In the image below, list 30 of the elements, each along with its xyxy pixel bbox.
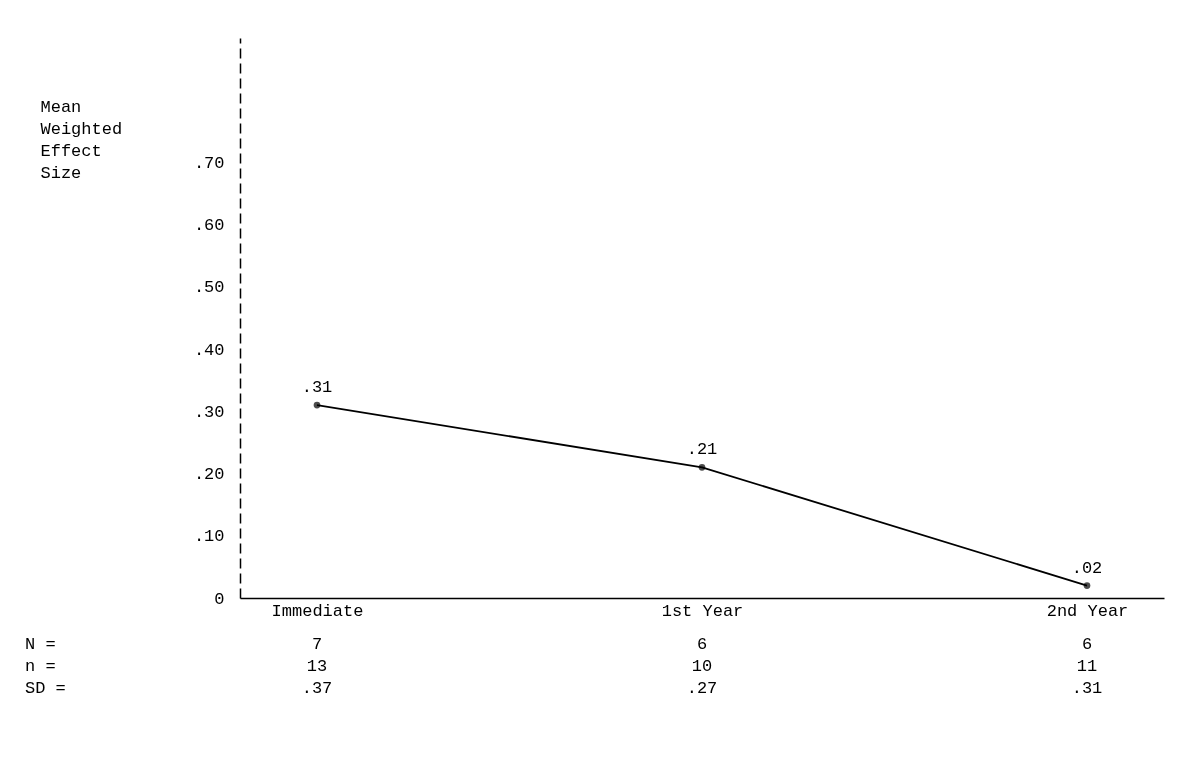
y-tick-label: .10 — [193, 527, 225, 547]
text: 13 — [306, 657, 328, 676]
text: .27 — [686, 679, 718, 698]
data-label: .31 — [301, 378, 333, 398]
y-tick-label: .30 — [193, 402, 225, 422]
data-label: .21 — [686, 440, 718, 460]
text: N = — [25, 635, 56, 654]
text: n = — [25, 657, 56, 676]
y-tick-label: .60 — [193, 216, 225, 236]
x-tick-label: 2nd Year — [1046, 601, 1129, 621]
point — [1083, 582, 1091, 589]
data-label: .02 — [1071, 558, 1103, 578]
point — [313, 401, 321, 409]
y-axis-title: Mean Weighted Effect Size — [40, 97, 123, 183]
text: 10 — [691, 657, 713, 676]
y-tick-label: .50 — [193, 278, 225, 298]
y-tick-label: .20 — [193, 465, 225, 485]
text: 7 — [311, 635, 323, 654]
text: 6 — [1081, 635, 1093, 654]
y-tick-label: .70 — [193, 153, 225, 173]
point — [698, 463, 706, 471]
x-tick-label: 1st Year — [661, 601, 744, 621]
text: .31 — [1071, 679, 1103, 698]
text: .37 — [301, 679, 333, 698]
y-tick-label: 0 — [214, 589, 225, 609]
text: 11 — [1076, 657, 1098, 676]
y-tick-label: .40 — [193, 340, 225, 360]
text: 6 — [696, 635, 708, 654]
text: SD = — [25, 679, 66, 698]
x-tick-label: Immediate — [271, 601, 364, 621]
